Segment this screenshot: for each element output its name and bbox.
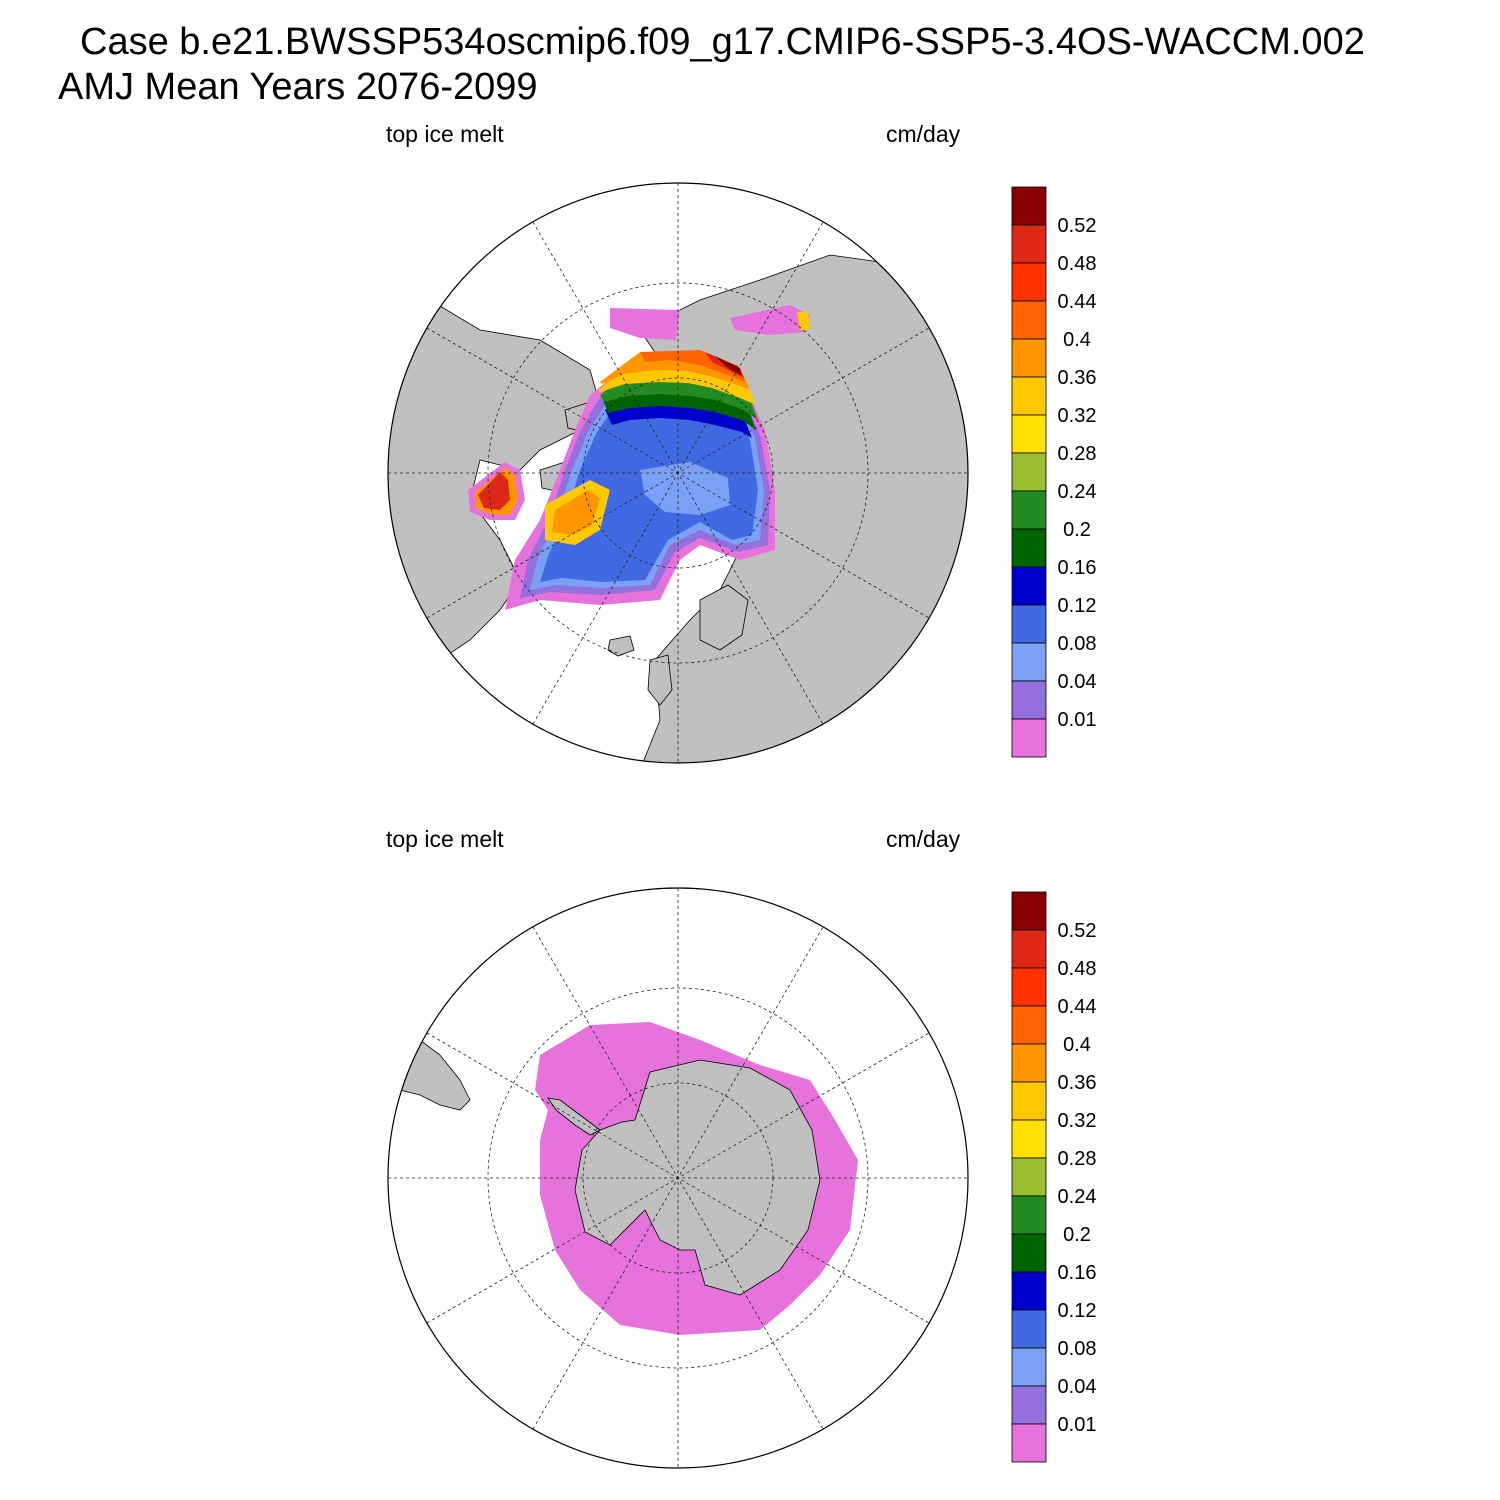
south-colorbar-tick-label: 0.08 — [1058, 1338, 1097, 1360]
north-colorbar-tick-label: 0.28 — [1058, 443, 1097, 465]
north-graticule — [388, 183, 968, 763]
north-colorbar: 0.52 0.48 0.44 0.4 0.36 0.32 0.28 0.24 0.2 0.16 0.… — [1011, 186, 1097, 758]
north-colorbar-swatch — [1011, 490, 1047, 530]
south-colorbar-swatch — [1011, 1233, 1047, 1273]
south-colorbar-tick-label: 0.48 — [1058, 958, 1097, 980]
north-colorbar-tick-label: 0.4 — [1063, 329, 1091, 351]
south-colorbar-swatch — [1011, 1309, 1047, 1349]
north-colorbar-tick-label: 0.52 — [1058, 215, 1097, 237]
north-colorbar-tick-label: 0.36 — [1058, 367, 1097, 389]
north-colorbar-tick-label: 0.24 — [1058, 481, 1097, 503]
south-polar-map — [387, 887, 969, 1469]
south-colorbar-tick-label: 0.12 — [1058, 1300, 1097, 1322]
north-colorbar-swatch — [1011, 718, 1047, 758]
south-colorbar-tick-label: 0.24 — [1058, 1186, 1097, 1208]
south-colorbar-swatch — [1011, 1195, 1047, 1235]
south-colorbar-swatch — [1011, 1271, 1047, 1311]
south-colorbar-tick-label: 0.52 — [1058, 920, 1097, 942]
north-polar-map — [387, 182, 969, 764]
south-colorbar-tick-label: 0.4 — [1063, 1034, 1091, 1056]
north-colorbar-swatch — [1011, 414, 1047, 454]
south-colorbar-swatch — [1011, 1423, 1047, 1463]
south-colorbar-tick-label: 0.28 — [1058, 1148, 1097, 1170]
south-colorbar-swatch — [1011, 891, 1047, 931]
south-colorbar: 0.52 0.48 0.44 0.4 0.36 0.32 0.28 0.24 0.2 0.16 0.… — [1011, 891, 1097, 1463]
north-colorbar-tick-label: 0.08 — [1058, 633, 1097, 655]
south-colorbar-swatch — [1011, 967, 1047, 1007]
north-colorbar-tick-label: 0.01 — [1058, 709, 1097, 731]
north-colorbar-swatch — [1011, 186, 1047, 226]
north-colorbar-tick-label: 0.12 — [1058, 595, 1097, 617]
south-colorbar-swatch — [1011, 1157, 1047, 1197]
north-panel-variable-label: top ice melt — [386, 121, 504, 147]
south-antarctica — [574, 1059, 821, 1296]
north-colorbar-swatch — [1011, 262, 1047, 302]
south-colorbar-tick-label: 0.2 — [1063, 1224, 1091, 1246]
north-colorbar-swatch — [1011, 528, 1047, 568]
north-colorbar-swatch — [1011, 566, 1047, 606]
south-colorbar-swatch — [1011, 1385, 1047, 1425]
north-colorbar-swatch — [1011, 300, 1047, 340]
south-panel-units-label: cm/day — [886, 826, 961, 852]
south-colorbar-swatch — [1011, 1005, 1047, 1045]
south-colorbar-swatch — [1011, 1119, 1047, 1159]
north-colorbar-swatch — [1011, 642, 1047, 682]
north-colorbar-tick-label: 0.04 — [1058, 671, 1097, 693]
south-colorbar-swatch — [1011, 1347, 1047, 1387]
title-case: Case b.e21.BWSSP534oscmip6.f09_g17.CMIP6… — [80, 21, 1365, 63]
north-colorbar-swatch — [1011, 452, 1047, 492]
north-sea-ice-melt-field — [468, 305, 810, 610]
south-colorbar-tick-label: 0.32 — [1058, 1110, 1097, 1132]
north-colorbar-swatch — [1011, 376, 1047, 416]
north-colorbar-swatch — [1011, 604, 1047, 644]
south-colorbar-tick-label: 0.04 — [1058, 1376, 1097, 1398]
south-antarctic-peninsula — [547, 1097, 601, 1136]
south-colorbar-swatch — [1011, 929, 1047, 969]
north-colorbar-tick-label: 0.2 — [1063, 519, 1091, 541]
north-panel-units-label: cm/day — [886, 121, 961, 147]
title-season-years: AMJ Mean Years 2076-2099 — [58, 66, 538, 108]
north-colorbar-tick-label: 0.48 — [1058, 253, 1097, 275]
south-graticule — [388, 888, 968, 1468]
north-colorbar-tick-label: 0.44 — [1058, 291, 1097, 313]
south-colorbar-tick-label: 0.16 — [1058, 1262, 1097, 1284]
north-colorbar-tick-label: 0.16 — [1058, 557, 1097, 579]
south-colorbar-tick-label: 0.36 — [1058, 1072, 1097, 1094]
south-colorbar-tick-label: 0.01 — [1058, 1414, 1097, 1436]
north-colorbar-swatch — [1011, 680, 1047, 720]
north-colorbar-tick-label: 0.32 — [1058, 405, 1097, 427]
north-colorbar-swatch — [1011, 224, 1047, 264]
south-panel-variable-label: top ice melt — [386, 826, 504, 852]
south-colorbar-swatch — [1011, 1043, 1047, 1083]
south-colorbar-tick-label: 0.44 — [1058, 996, 1097, 1018]
north-colorbar-swatch — [1011, 338, 1047, 378]
south-colorbar-swatch — [1011, 1081, 1047, 1121]
